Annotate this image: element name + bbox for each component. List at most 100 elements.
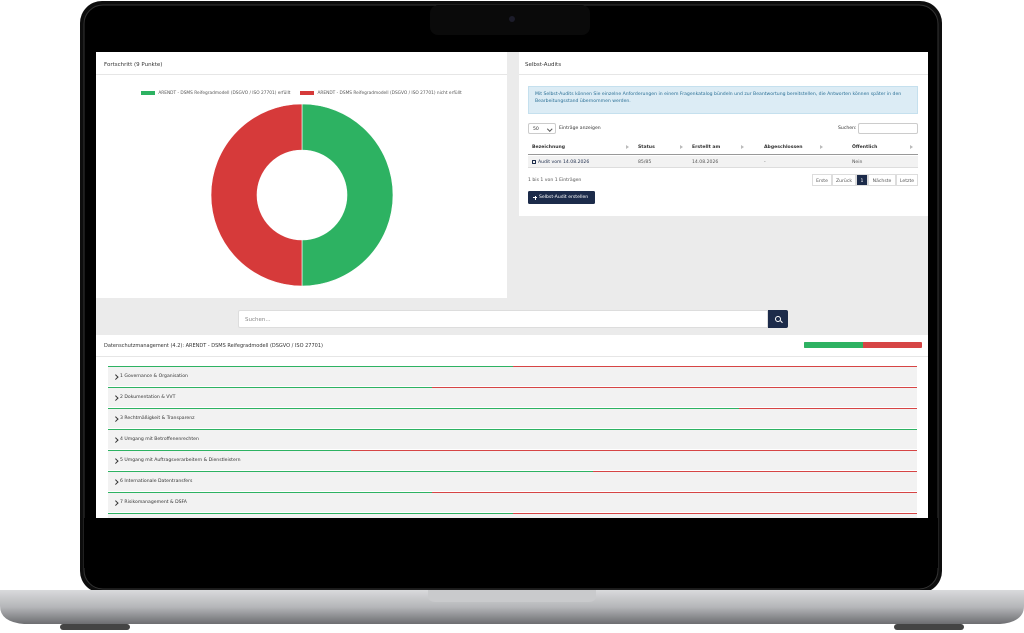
progress-bar: [108, 366, 513, 368]
pagination-button[interactable]: 1: [856, 174, 868, 186]
panel-divider: [519, 74, 928, 75]
progress-track: [108, 387, 917, 389]
search-input[interactable]: Suchen...: [238, 310, 768, 328]
table-header-line: [528, 154, 918, 155]
search-label: Suchen:: [838, 126, 857, 131]
search-button[interactable]: [768, 310, 788, 328]
sort-indicator: [741, 145, 744, 149]
table-cell: -: [764, 160, 766, 165]
foot: [894, 624, 964, 630]
screen-bottom: [84, 518, 938, 568]
accordion-label: 1 Governance & Organisation: [120, 373, 188, 379]
sort-indicator: [820, 145, 823, 149]
panel-title: Fortschritt (9 Punkte): [104, 62, 163, 68]
length-label: Einträge anzeigen: [559, 126, 601, 131]
accordion-label: 2 Dokumentation & VVT: [120, 394, 176, 400]
chevron: [113, 500, 119, 506]
section-title: Datenschutzmanagement (4.2): ARENDT - DS…: [104, 343, 323, 349]
section-progress-bar: [804, 342, 863, 348]
table-cell: 85/85: [638, 160, 652, 165]
progress-track: [108, 366, 917, 368]
accordion-item[interactable]: 6 Internationale Datentransfers: [108, 472, 917, 492]
progress-track: [108, 429, 917, 431]
legend-label: ARENDT - DSMS Reifegradmodell (DSGVO / I…: [317, 90, 462, 96]
pagination-button[interactable]: Letzte: [896, 174, 918, 186]
button-label: Selbst-Audit erstellen: [539, 195, 589, 200]
pagination-button[interactable]: Zurück: [832, 174, 856, 186]
chevron: [113, 437, 119, 443]
table-summary: 1 bis 1 von 1 Einträgen: [528, 178, 582, 183]
donut-segment: [210, 103, 303, 287]
column-header[interactable]: Status: [638, 145, 655, 150]
progress-bar: [108, 492, 432, 494]
section-panel: Datenschutzmanagement (4.2): ARENDT - DS…: [96, 335, 928, 518]
chevron: [113, 395, 119, 401]
accordion-item[interactable]: 5 Umgang mit Auftragsverarbeitern & Dien…: [108, 451, 917, 471]
select-caret: [546, 126, 552, 132]
column-header[interactable]: Bezeichnung: [532, 145, 566, 150]
table-row: [528, 156, 918, 168]
sort-indicator: [626, 145, 629, 149]
table-cell: Nein: [852, 160, 863, 165]
legend-label: ARENDT - DSMS Reifegradmodell (DSGVO / I…: [158, 90, 291, 96]
donut-chart: [210, 103, 394, 287]
laptop-base: [0, 590, 1024, 624]
accordion-item[interactable]: 7 Risikomanagement & DSFA: [108, 493, 917, 513]
accordion-item[interactable]: 2 Dokumentation & VVT: [108, 388, 917, 408]
sort-indicator: [910, 145, 913, 149]
legend-item: ARENDT - DSMS Reifegradmodell (DSGVO / I…: [300, 89, 462, 97]
audits-panel: Selbst-Audits Mit Selbst-Audits können Si…: [519, 52, 928, 216]
info-box: Mit Selbst-Audits können Sie einzelne An…: [528, 86, 918, 114]
foot: [60, 624, 130, 630]
progress-bar: [108, 408, 740, 410]
legend: ARENDT - DSMS Reifegradmodell (DSGVO / I…: [96, 89, 507, 97]
panel-title: Selbst-Audits: [525, 62, 562, 68]
accordion-label: 3 Rechtmäßigkeit & Transparenz: [120, 415, 195, 421]
camera: [509, 16, 515, 22]
panel-divider: [96, 74, 507, 75]
accordion-label: 7 Risikomanagement & DSFA: [120, 499, 187, 505]
pagination-button[interactable]: Erste: [812, 174, 832, 186]
progress-track: [108, 408, 917, 410]
panel-divider: [96, 356, 928, 357]
accordion-item[interactable]: 3 Rechtmäßigkeit & Transparenz: [108, 409, 917, 429]
column-header[interactable]: Öffentlich: [852, 145, 878, 150]
chevron: [113, 458, 119, 464]
column-header[interactable]: Erstellt am: [692, 145, 721, 150]
pagination-button[interactable]: Nächste: [868, 174, 896, 186]
table-search-input[interactable]: [858, 123, 918, 134]
progress-track: [108, 513, 917, 515]
donut-segment: [301, 103, 394, 287]
progress-track: [108, 450, 917, 452]
accordion-item[interactable]: 1 Governance & Organisation: [108, 367, 917, 387]
progress-bar: [108, 450, 351, 452]
accordion-label: 6 Internationale Datentransfers: [120, 478, 193, 484]
progress-panel: Fortschritt (9 Punkte) ARENDT - DSMS Reif…: [96, 52, 507, 298]
page-length-select[interactable]: 50: [528, 123, 556, 134]
progress-bar: [108, 429, 917, 431]
chevron: [113, 416, 119, 422]
search-icon-lens: [775, 315, 781, 322]
legend-item: ARENDT - DSMS Reifegradmodell (DSGVO / I…: [141, 89, 290, 97]
progress-track: [108, 492, 917, 494]
progress-track: [108, 471, 917, 473]
search-icon-handle: [779, 319, 782, 323]
column-header[interactable]: Abgeschlossen: [764, 145, 803, 150]
chevron: [113, 374, 119, 380]
section-progress-track: [804, 342, 922, 348]
plus-icon-v: [534, 195, 536, 200]
screen: Fortschritt (9 Punkte) ARENDT - DSMS Reif…: [96, 52, 928, 518]
edit-icon[interactable]: [532, 160, 536, 164]
accordion-label: 5 Umgang mit Auftragsverarbeitern & Dien…: [120, 457, 241, 463]
chevron: [113, 479, 119, 485]
legend-swatch: [141, 91, 156, 95]
create-audit-button[interactable]: Selbst-Audit erstellen: [528, 191, 595, 204]
accordion-item[interactable]: 4 Umgang mit Betroffenenrechten: [108, 430, 917, 450]
progress-bar: [108, 387, 432, 389]
accordion-item[interactable]: [108, 514, 917, 518]
audit-link[interactable]: Audit vom 14.08.2026: [538, 160, 590, 165]
progress-bar: [108, 471, 594, 473]
sort-indicator: [680, 145, 683, 149]
progress-bar: [108, 513, 513, 515]
